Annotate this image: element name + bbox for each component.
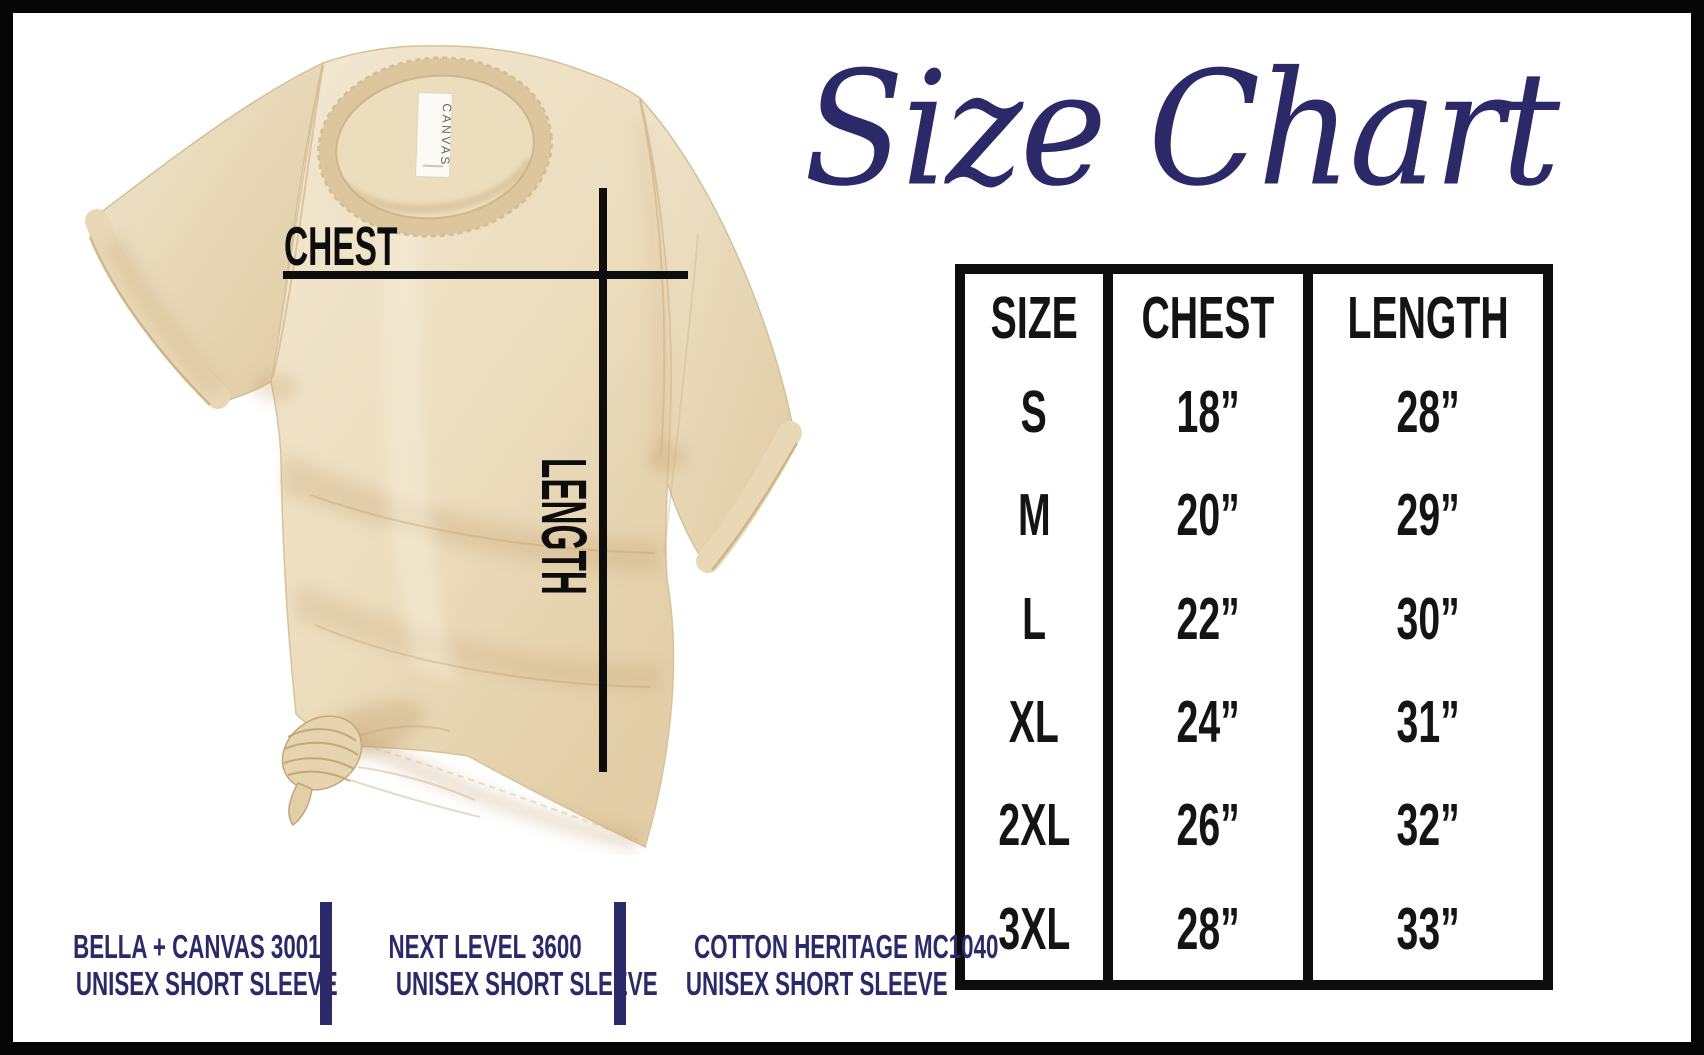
brand-divider-bar [614, 902, 626, 1025]
brand-block: BELLA + CANVAS 3001 UNISEX SHORT SLEEVE [25, 928, 338, 1003]
table-cell-text: 30” [1396, 584, 1460, 652]
table-cell: 28” [1113, 877, 1303, 980]
table-cell: 28” [1313, 360, 1543, 463]
table-cell: 3XL [965, 877, 1103, 980]
table-cell-text: 26” [1176, 791, 1240, 859]
table-column: LENGTH 28” 29” 30” 31” 32” 33” [1313, 274, 1543, 980]
table-cell-text: 31” [1396, 688, 1460, 756]
seam-lines [272, 64, 699, 841]
brand-name-line: COTTON HERITAGE MC1040 [635, 928, 998, 966]
right-cuff-edge [711, 442, 799, 571]
table-cell-text: 28” [1396, 378, 1460, 446]
table-column: SIZE S M L XL 2XL 3XL [965, 274, 1103, 980]
table-cell: 33” [1313, 877, 1543, 980]
table-column-divider [1102, 274, 1113, 980]
table-cell-text: XL [1008, 688, 1060, 756]
table-cell-text: 3XL [998, 894, 1070, 962]
table-header-cell: LENGTH [1313, 274, 1543, 360]
table-cell: 29” [1313, 463, 1543, 566]
size-table: SIZE S M L XL 2XL 3XL CHEST 18” 20” 22” 24” 26” 28” LE… [955, 264, 1553, 990]
table-cell-text: L [1022, 584, 1046, 652]
page-title-text: Size Chart [803, 38, 1560, 222]
table-cell: XL [965, 670, 1103, 773]
brand-style-text: UNISEX SHORT SLEEVE [395, 964, 658, 1003]
tshirt-body [270, 45, 675, 849]
brand-name-line: NEXT LEVEL 3600 [345, 927, 625, 966]
brand-style-line: UNISEX SHORT SLEEVE [345, 965, 658, 1003]
table-header-cell: CHEST [1113, 274, 1303, 360]
table-header-text: LENGTH [1347, 283, 1509, 351]
page-title: Size Chart [780, 38, 1580, 223]
brand-divider-bar [320, 902, 332, 1025]
table-column-divider [1302, 274, 1313, 980]
brand-style-text: UNISEX SHORT SLEEVE [685, 964, 948, 1003]
table-cell-text: M [1017, 481, 1051, 549]
table-cell: 20” [1113, 463, 1303, 566]
hem-knot [281, 715, 363, 827]
left-cuff-edge [88, 236, 211, 406]
right-cuff-roll [696, 421, 802, 573]
table-cell: 31” [1313, 670, 1543, 773]
table-cell: 18” [1113, 360, 1303, 463]
brand-style-line: UNISEX SHORT SLEEVE [25, 965, 338, 1003]
table-cell-text: 20” [1176, 481, 1240, 549]
collar-tag-text: CANVAS [438, 103, 454, 167]
table-cell: L [965, 567, 1103, 670]
table-header-cell: SIZE [965, 274, 1103, 360]
collar-tag: CANVAS [415, 92, 454, 178]
brand-name-text: BELLA + CANVAS 3001 [73, 927, 321, 966]
table-cell-text: 22” [1176, 584, 1240, 652]
table-cell-text: S [1020, 378, 1048, 446]
table-column: CHEST 18” 20” 22” 24” 26” 28” [1113, 274, 1303, 980]
brand-block: NEXT LEVEL 3600 UNISEX SHORT SLEEVE [345, 927, 658, 1003]
chest-measure-label: CHEST [284, 215, 398, 278]
brand-name-line: BELLA + CANVAS 3001 [25, 928, 320, 966]
table-header-text: CHEST [1141, 283, 1275, 351]
tshirt-photo: CANVAS [85, 45, 802, 851]
table-cell: 24” [1113, 670, 1303, 773]
brand-style-line: UNISEX SHORT SLEEVE [635, 964, 948, 1003]
table-cell: 32” [1313, 773, 1543, 876]
brand-block: COTTON HERITAGE MC1040 UNISEX SHORT SLEEV… [635, 928, 999, 1003]
table-cell: 30” [1313, 567, 1543, 670]
table-cell-text: 33” [1396, 894, 1460, 962]
table-cell: 26” [1113, 773, 1303, 876]
table-cell: M [965, 463, 1103, 566]
table-header-text: SIZE [990, 283, 1078, 351]
table-cell-text: 2XL [998, 791, 1070, 859]
table-cell: 22” [1113, 567, 1303, 670]
brand-style-text: UNISEX SHORT SLEEVE [75, 964, 338, 1003]
table-cell-text: 24” [1176, 688, 1240, 756]
brand-name-text: COTTON HERITAGE MC1040 [694, 927, 999, 966]
length-measure-label: LENGTH [528, 458, 600, 595]
length-measure-line [599, 188, 607, 772]
table-cell-text: 28” [1176, 894, 1240, 962]
table-cell-text: 18” [1176, 378, 1240, 446]
brand-name-text: NEXT LEVEL 3600 [388, 927, 582, 966]
table-cell: S [965, 360, 1103, 463]
table-cell-text: 29” [1396, 481, 1460, 549]
table-cell-text: 32” [1396, 791, 1460, 859]
chest-measure-line [283, 271, 688, 279]
table-cell: 2XL [965, 773, 1103, 876]
